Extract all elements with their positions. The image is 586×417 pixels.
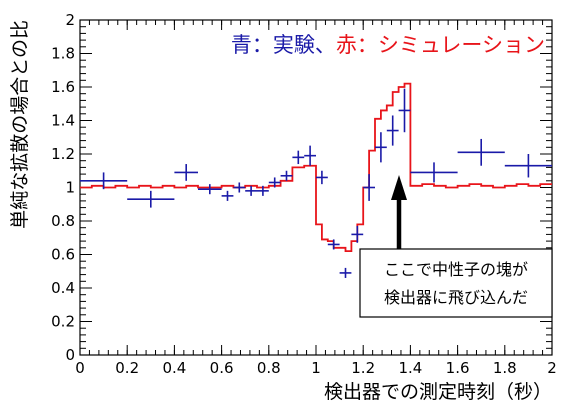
experiment-point (375, 132, 387, 163)
legend-simulation-label: 赤：シミュレーション (336, 33, 545, 57)
annotation-arrow-head (391, 175, 407, 200)
x-tick-label: 0 (75, 359, 85, 377)
x-tick-label: 2 (547, 359, 557, 377)
simulation-series-line (80, 82, 552, 253)
y-tick-label: 0.8 (51, 212, 75, 230)
experiment-point (327, 239, 340, 250)
legend: 青：実験、赤：シミュレーション (231, 33, 545, 57)
y-axis-title: 単純な拡散の場合との比 (9, 20, 31, 229)
experiment-point (80, 172, 128, 190)
annotation-line-1: ここで中性子の塊が (384, 260, 528, 279)
x-tick-label: 1 (311, 359, 321, 377)
legend-experiment-label: 青：実験 (231, 33, 315, 57)
y-tick-label: 0.2 (51, 313, 75, 331)
experiment-point (280, 170, 293, 181)
experiment-point (363, 174, 375, 201)
annotation-box (359, 248, 553, 318)
y-tick-label: 1.8 (51, 45, 75, 63)
y-tick-label: 1.6 (51, 78, 75, 96)
x-axis-title: 検出器での測定時刻（秒） (324, 381, 552, 403)
experiment-point (504, 154, 552, 178)
y-tick-label: 0.6 (51, 246, 75, 264)
annotation-line-2: 検出器に飛び込んだ (384, 288, 528, 307)
experiment-point (386, 115, 399, 146)
experiment-point (339, 267, 352, 278)
y-tick-label: 0 (65, 346, 75, 364)
x-tick-label: 1.8 (493, 359, 517, 377)
experiment-point (198, 184, 222, 195)
legend-separator: 、 (315, 33, 336, 57)
y-tick-label: 1 (65, 179, 75, 197)
x-tick-label: 1.4 (398, 359, 422, 377)
x-tick-label: 1.6 (446, 359, 470, 377)
experiment-point (351, 226, 364, 243)
experiment-point (174, 164, 198, 181)
y-tick-label: 0.4 (51, 279, 75, 297)
y-tick-label: 1.2 (51, 145, 75, 163)
x-tick-label: 0.4 (162, 359, 186, 377)
experiment-point (457, 138, 505, 166)
x-tick-label: 0.6 (210, 359, 234, 377)
x-tick-label: 0.8 (257, 359, 281, 377)
experiment-point (268, 177, 281, 188)
tick-labels: 0 0.2 0.4 0.6 0.8 1 1.2 1.4 1.6 1.8 2 0 0.2 0.4 0.6 0.8… (51, 11, 557, 377)
experiment-point (316, 170, 328, 185)
x-tick-label: 0.2 (115, 359, 139, 377)
experiment-point (221, 190, 234, 201)
experiment-point (233, 182, 246, 193)
experiment-point (410, 162, 458, 183)
y-tick-label: 1.4 (51, 112, 75, 130)
experiment-point (127, 190, 175, 208)
y-tick-label: 2 (65, 11, 75, 29)
annotation: ここで中性子の塊が 検出器に飛び込んだ (359, 175, 553, 318)
experiment-point (292, 150, 305, 165)
x-tick-label: 1.2 (351, 359, 375, 377)
experiment-series (80, 88, 552, 278)
experiment-point (257, 185, 269, 196)
experiment-point (398, 88, 411, 133)
experiment-point (304, 145, 316, 166)
experiment-point (245, 185, 257, 196)
